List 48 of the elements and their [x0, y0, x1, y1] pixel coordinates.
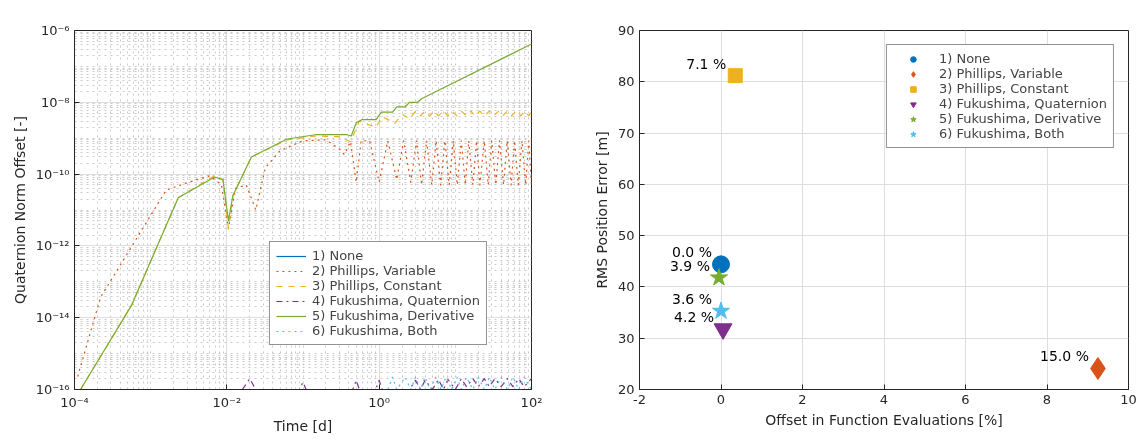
legend-label: 3) Phillips, Constant [311, 278, 442, 293]
legend-label: 2) Phillips, Variable [938, 66, 1063, 81]
annotation: 7.1 % [686, 55, 727, 72]
y-axis-title: RMS Position Error [m] [593, 131, 610, 289]
legend-label: 1) None [311, 248, 364, 263]
point [727, 68, 743, 84]
y-tick-label: 10⁻⁶ [40, 23, 70, 38]
y-tick-label: 10⁻¹⁶ [35, 382, 70, 397]
legend-label: 1) None [938, 51, 991, 66]
y-tick-label: 10⁻¹² [35, 238, 70, 254]
x-tick-label: 10⁻⁴ [60, 394, 89, 410]
y-axis-title: Quaternion Norm Offset [-] [11, 116, 28, 304]
legend-label: 3) Phillips, Constant [938, 81, 1069, 96]
legend-label: 4) Fukushima, Quaternion [311, 293, 480, 308]
y-tick-label: 10⁻¹⁰ [35, 166, 70, 182]
annotation: 15.0 % [1040, 348, 1089, 365]
x-tick-label: 10² [520, 394, 543, 410]
x-axis-title: Offset in Function Evaluations [%] [765, 411, 1003, 428]
x-tick-label: -2 [633, 391, 646, 407]
annotation: 4.2 % [674, 308, 715, 325]
point [709, 268, 729, 286]
legend-label: 6) Fukushima, Both [311, 323, 438, 338]
y-tick-label: 60 [617, 176, 635, 192]
x-tick-label: 0 [716, 391, 726, 407]
legend-label: 5) Fukushima, Derivative [311, 308, 475, 323]
y-tick-label: 10⁻⁸ [40, 94, 70, 110]
legend-label: 6) Fukushima, Both [938, 126, 1065, 141]
legend-label: 4) Fukushima, Quaternion [938, 96, 1107, 111]
y-tick-label: 50 [617, 228, 635, 244]
x-tick-label: 6 [961, 391, 970, 407]
x-tick-label: 10⁻² [212, 394, 242, 410]
x-tick-label: 10 [1120, 391, 1137, 407]
y-tick-label: 40 [617, 279, 635, 295]
x-tick-label: 4 [879, 391, 889, 407]
y-tick-label: 10⁻¹⁴ [35, 310, 70, 326]
y-tick-label: 30 [617, 330, 635, 346]
y-tick-label: 90 [617, 23, 635, 38]
x-axis-title: Time [d] [272, 417, 333, 434]
legend-label: 5) Fukushima, Derivative [938, 111, 1102, 126]
point [712, 255, 730, 274]
y-tick-label: 80 [617, 74, 635, 90]
x-tick-label: 8 [1042, 391, 1052, 407]
legend-label: 2) Phillips, Variable [311, 263, 436, 278]
x-tick-label: 2 [798, 391, 807, 407]
y-tick-label: 20 [617, 382, 635, 397]
x-tick-label: 10⁰ [368, 394, 391, 410]
y-tick-label: 70 [617, 125, 635, 141]
annotation: 3.6 % [671, 291, 713, 308]
